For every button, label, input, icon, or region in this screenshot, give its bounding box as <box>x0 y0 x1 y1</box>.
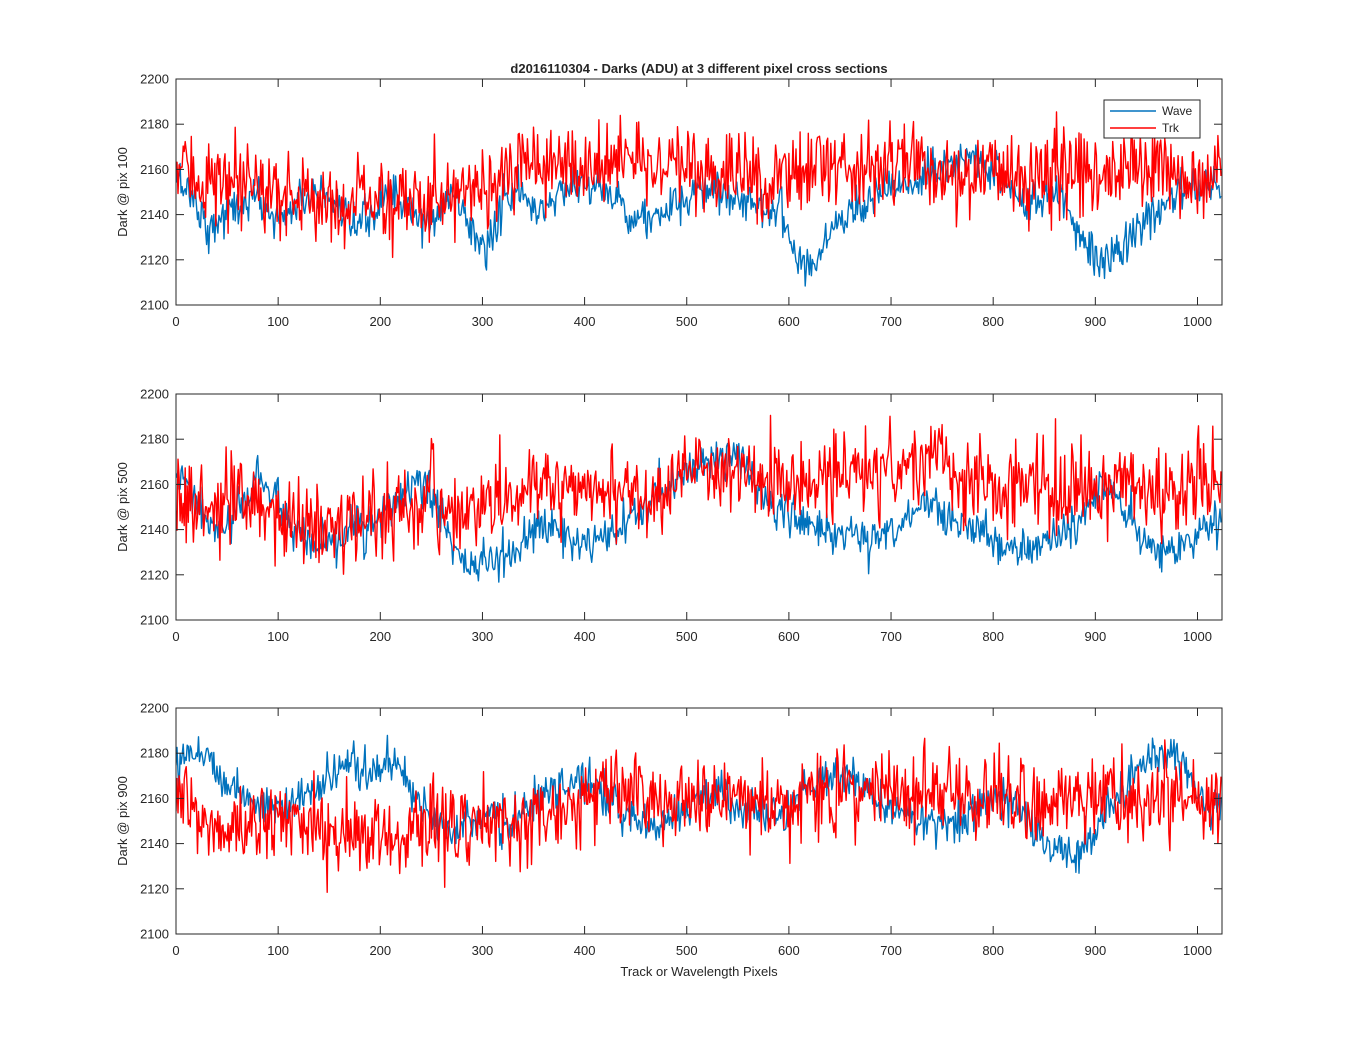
series-line-wave <box>176 143 1222 287</box>
x-tick-label: 0 <box>172 629 179 644</box>
plot-area <box>176 734 1222 893</box>
panel-2: 0 100 200 300 400 500 600 700 800 900 1000 2100 2120… <box>115 387 1223 644</box>
x-tick-label: 1000 <box>1183 629 1212 644</box>
y-tick-label: 2140 <box>140 207 169 222</box>
y-tick-label: 2120 <box>140 567 169 582</box>
x-tick-label: 800 <box>982 943 1004 958</box>
y-tick-label: 2200 <box>140 387 169 402</box>
x-tick-label: 300 <box>472 314 494 329</box>
x-tick-label: 500 <box>676 314 698 329</box>
x-tick-label: 300 <box>472 943 494 958</box>
panel-3: 0 100 200 300 400 500 600 700 800 900 1000 2100 2120… <box>115 701 1223 958</box>
legend-label-wave: Wave <box>1162 104 1193 118</box>
y-tick-label: 2100 <box>140 927 169 942</box>
x-tick-label: 700 <box>880 943 902 958</box>
y-tick-label: 2100 <box>140 613 169 628</box>
plot-area <box>176 414 1222 583</box>
axes-box <box>175 393 1223 621</box>
x-tick-label: 0 <box>172 943 179 958</box>
series-line-trk <box>176 414 1222 575</box>
y-tick-label: 2180 <box>140 746 169 761</box>
x-tick-label: 900 <box>1084 943 1106 958</box>
y-tick-label: 2140 <box>140 522 169 537</box>
y-axis-label: Dark @ pix 900 <box>115 776 130 866</box>
x-tick-label: 1000 <box>1183 314 1212 329</box>
y-tick-label: 2180 <box>140 117 169 132</box>
figure-title: d2016110304 - Darks (ADU) at 3 different… <box>510 61 887 76</box>
x-tick-label: 400 <box>574 314 596 329</box>
x-tick-label: 800 <box>982 629 1004 644</box>
plot-area <box>176 111 1222 287</box>
x-tick-label: 200 <box>369 629 391 644</box>
x-tick-label: 400 <box>574 943 596 958</box>
series-line-trk <box>176 111 1222 259</box>
y-tick-label: 2140 <box>140 836 169 851</box>
y-axis-label: Dark @ pix 100 <box>115 147 130 237</box>
y-tick-label: 2180 <box>140 432 169 447</box>
x-tick-label: 700 <box>880 314 902 329</box>
x-tick-label: 400 <box>574 629 596 644</box>
axes-box <box>175 707 1223 935</box>
y-tick-label: 2120 <box>140 252 169 267</box>
x-tick-label: 300 <box>472 629 494 644</box>
x-tick-label: 900 <box>1084 629 1106 644</box>
y-tick-label: 2200 <box>140 72 169 87</box>
x-tick-label: 700 <box>880 629 902 644</box>
x-tick-label: 100 <box>267 629 289 644</box>
legend: Wave Trk <box>1103 99 1201 139</box>
axes-box <box>175 78 1223 306</box>
x-tick-label: 200 <box>369 314 391 329</box>
x-tick-label: 600 <box>778 314 800 329</box>
series-line-trk <box>176 737 1222 893</box>
x-tick-label: 1000 <box>1183 943 1212 958</box>
x-tick-label: 900 <box>1084 314 1106 329</box>
x-tick-label: 500 <box>676 943 698 958</box>
figure-xlabel: Track or Wavelength Pixels <box>620 964 778 979</box>
x-tick-label: 0 <box>172 314 179 329</box>
legend-label-trk: Trk <box>1162 121 1180 135</box>
y-tick-label: 2160 <box>140 791 169 806</box>
x-tick-label: 600 <box>778 629 800 644</box>
x-tick-label: 100 <box>267 943 289 958</box>
y-tick-label: 2200 <box>140 701 169 716</box>
y-tick-label: 2100 <box>140 298 169 313</box>
y-tick-label: 2160 <box>140 162 169 177</box>
x-tick-label: 800 <box>982 314 1004 329</box>
x-tick-label: 600 <box>778 943 800 958</box>
y-axis-label: Dark @ pix 500 <box>115 462 130 552</box>
y-tick-label: 2160 <box>140 477 169 492</box>
panel-1: 0 100 200 300 400 500 600 700 800 900 1000 2100 2120… <box>115 72 1223 329</box>
x-tick-label: 100 <box>267 314 289 329</box>
x-tick-label: 500 <box>676 629 698 644</box>
legend-box <box>1103 99 1201 139</box>
x-tick-label: 200 <box>369 943 391 958</box>
y-tick-label: 2120 <box>140 881 169 896</box>
